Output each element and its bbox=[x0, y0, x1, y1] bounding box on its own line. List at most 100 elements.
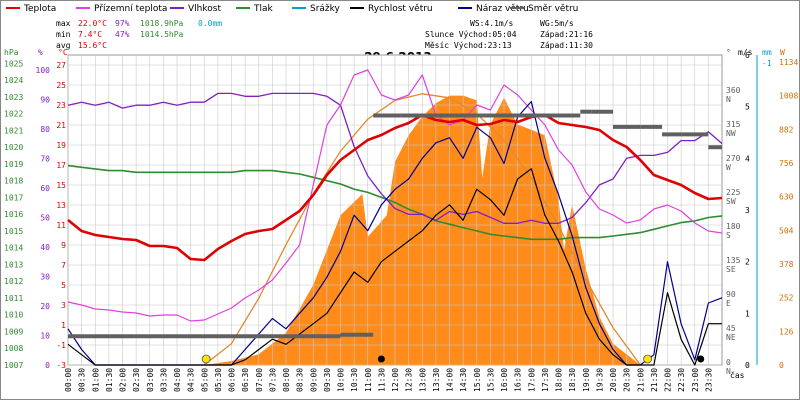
temp-tick-label: 7 bbox=[61, 261, 66, 270]
x-tick-label: 15:00 bbox=[473, 368, 482, 392]
moon-marker bbox=[377, 355, 385, 363]
radiation-tick-label: 882 bbox=[779, 125, 794, 134]
x-tick-label: 07:00 bbox=[255, 368, 264, 392]
axis-unit-percent: % bbox=[38, 48, 43, 57]
humidity-tick-label: 30 bbox=[40, 272, 50, 281]
x-tick-label: 17:00 bbox=[527, 368, 536, 392]
x-tick-label: 19:30 bbox=[595, 368, 604, 392]
x-tick-label: 00:00 bbox=[64, 368, 73, 392]
stat-moonrise: Měsíc Východ:23:13 bbox=[425, 41, 512, 50]
legend-label: Náraz větru bbox=[476, 4, 529, 14]
humidity-tick-label: 100 bbox=[36, 66, 51, 75]
temp-tick-label: 17 bbox=[56, 161, 66, 170]
x-tick-label: 01:00 bbox=[91, 368, 100, 392]
temp-tick-label: 5 bbox=[61, 281, 66, 290]
x-tick-label: 23:00 bbox=[691, 368, 700, 392]
direction-tick-label: 45 bbox=[726, 324, 736, 333]
x-tick-label: 14:00 bbox=[446, 368, 455, 392]
temp-tick-label: 19 bbox=[56, 141, 66, 150]
legend-label: Vlhkost bbox=[188, 4, 221, 14]
temp-tick-label: 27 bbox=[56, 61, 66, 70]
x-tick-label: 09:00 bbox=[309, 368, 318, 392]
x-tick-label: 21:00 bbox=[636, 368, 645, 392]
direction-tick-label: 90 bbox=[726, 290, 736, 299]
direction-tick-label: 270 bbox=[726, 154, 741, 163]
x-tick-label: 19:00 bbox=[582, 368, 591, 392]
direction-tick-label: 0 bbox=[726, 358, 731, 367]
humidity-tick-label: 70 bbox=[40, 154, 50, 163]
direction-tick-label: 360 bbox=[726, 86, 741, 95]
direction-compass-label: N bbox=[726, 367, 731, 376]
direction-compass-label: SE bbox=[726, 265, 736, 274]
x-tick-label: 01:30 bbox=[105, 368, 114, 392]
axis-unit-degree: ° bbox=[726, 48, 731, 57]
humidity-tick-label: 20 bbox=[40, 302, 50, 311]
rain-tick-label: -1 bbox=[762, 59, 772, 68]
legend: Teplota Přízemní teplota Vlhkost Tlak Srážky… bbox=[6, 4, 578, 14]
radiation-tick-label: 1134 bbox=[779, 58, 798, 67]
radiation-tick-label: 756 bbox=[779, 159, 794, 168]
x-tick-label: 22:00 bbox=[664, 368, 673, 392]
radiation-tick-label: 504 bbox=[779, 226, 794, 235]
moon-marker bbox=[697, 355, 705, 363]
temp-tick-label: 25 bbox=[56, 81, 66, 90]
x-tick-label: 00:30 bbox=[78, 368, 87, 392]
temp-tick-label: 15 bbox=[56, 181, 66, 190]
humidity-tick-label: 0 bbox=[45, 361, 50, 370]
stat-min-hum: 47% bbox=[115, 30, 130, 39]
direction-tick-label: 315 bbox=[726, 120, 741, 129]
radiation-tick-label: 630 bbox=[779, 193, 794, 202]
x-tick-label: 16:00 bbox=[500, 368, 509, 392]
x-tick-label: 09:30 bbox=[323, 368, 332, 392]
x-tick-label: 22:30 bbox=[677, 368, 686, 392]
legend-label: Rychlost větru bbox=[368, 4, 433, 14]
hpa-tick-label: 1023 bbox=[4, 93, 23, 102]
stat-max-temp: 22.0°C bbox=[78, 19, 107, 28]
x-tick-label: 17:30 bbox=[541, 368, 550, 392]
hpa-tick-label: 1025 bbox=[4, 59, 23, 68]
x-tick-label: 10:00 bbox=[337, 368, 346, 392]
humidity-tick-label: 10 bbox=[40, 331, 50, 340]
x-tick-label: 12:00 bbox=[391, 368, 400, 392]
axis-unit-mm: mm bbox=[762, 48, 772, 57]
x-tick-label: 02:30 bbox=[132, 368, 141, 392]
temp-tick-label: 13 bbox=[56, 201, 66, 210]
temp-tick-label: -3 bbox=[56, 361, 66, 370]
wind-tick-label: 4 bbox=[745, 154, 750, 163]
x-tick-label: 12:30 bbox=[405, 368, 414, 392]
direction-compass-label: W bbox=[726, 163, 731, 172]
hpa-tick-label: 1010 bbox=[4, 311, 23, 320]
ground-temp-line bbox=[67, 69, 723, 322]
radiation-tick-label: 378 bbox=[779, 260, 794, 269]
temp-tick-label: 9 bbox=[61, 241, 66, 250]
hpa-tick-label: 1017 bbox=[4, 193, 23, 202]
axis-unit-ms: m/s bbox=[738, 48, 753, 57]
direction-compass-label: SW bbox=[726, 197, 736, 206]
humidity-tick-label: 40 bbox=[40, 243, 50, 252]
x-tick-label: 05:30 bbox=[214, 368, 223, 392]
humidity-tick-label: 50 bbox=[40, 213, 50, 222]
hpa-tick-label: 1018 bbox=[4, 177, 23, 186]
plot-area: 00:00 00:30 01:00 01:30 02:00 02:30 03:00 03:30… bbox=[4, 51, 798, 392]
wind-tick-label: 1 bbox=[745, 309, 750, 318]
x-tick-label: 18:00 bbox=[555, 368, 564, 392]
hpa-tick-label: 1009 bbox=[4, 327, 23, 336]
x-tick-label: 10:30 bbox=[350, 368, 359, 392]
stat-min-label: min bbox=[56, 30, 71, 39]
temp-tick-label: 21 bbox=[56, 121, 66, 130]
axis-unit-time: čas bbox=[730, 370, 745, 380]
wind-tick-label: 6 bbox=[745, 51, 750, 60]
stat-moonset: Západ:11:30 bbox=[540, 41, 593, 50]
axis-unit-hpa: hPa bbox=[4, 48, 19, 57]
radiation-tick-label: 1008 bbox=[779, 92, 798, 101]
axis-unit-celsius: °C bbox=[58, 48, 68, 57]
x-tick-label: 18:30 bbox=[568, 368, 577, 392]
hpa-tick-label: 1013 bbox=[4, 260, 23, 269]
x-tick-label: 20:30 bbox=[623, 368, 632, 392]
temp-tick-label: 1 bbox=[61, 321, 66, 330]
hpa-tick-label: 1020 bbox=[4, 143, 23, 152]
direction-compass-label: S bbox=[726, 231, 731, 240]
legend-label: Směr větru bbox=[528, 4, 578, 14]
x-tick-label: 21:30 bbox=[650, 368, 659, 392]
x-tick-label: 03:00 bbox=[146, 368, 155, 392]
